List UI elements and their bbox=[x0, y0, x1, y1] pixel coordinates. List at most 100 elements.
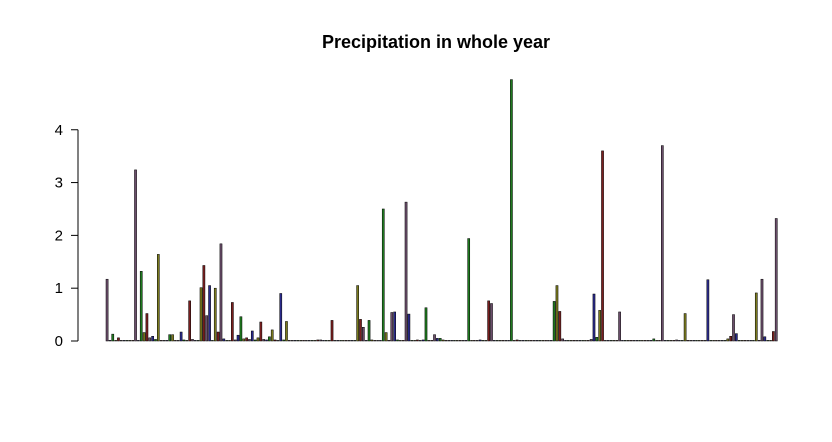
bar bbox=[208, 285, 211, 342]
bar bbox=[658, 340, 661, 342]
bar bbox=[527, 340, 530, 342]
bar bbox=[259, 321, 263, 342]
bar bbox=[191, 339, 194, 342]
bar bbox=[774, 218, 778, 342]
bar bbox=[652, 338, 656, 342]
bar bbox=[564, 340, 567, 342]
bar bbox=[313, 340, 317, 342]
y-tick-label: 1 bbox=[55, 280, 63, 297]
bar bbox=[427, 340, 431, 342]
bar bbox=[185, 340, 189, 342]
bar bbox=[541, 340, 545, 342]
bar bbox=[501, 340, 505, 342]
bar bbox=[330, 320, 334, 342]
y-tick-label: 3 bbox=[55, 175, 63, 192]
bar bbox=[646, 340, 650, 342]
bar bbox=[686, 340, 690, 342]
bar bbox=[769, 340, 772, 342]
bar bbox=[623, 340, 627, 342]
bar bbox=[327, 340, 331, 342]
bar bbox=[148, 337, 152, 342]
bar bbox=[418, 340, 422, 342]
bar bbox=[444, 340, 448, 342]
bar bbox=[211, 340, 214, 342]
bar bbox=[632, 340, 636, 342]
bar bbox=[749, 340, 752, 342]
bar bbox=[307, 340, 311, 342]
bar bbox=[743, 340, 747, 342]
bar bbox=[407, 313, 411, 342]
bar bbox=[552, 301, 556, 342]
bar bbox=[752, 340, 755, 342]
bar bbox=[213, 287, 217, 342]
bar bbox=[268, 336, 271, 342]
bar bbox=[678, 340, 681, 342]
bar bbox=[162, 340, 166, 342]
bar bbox=[248, 339, 251, 342]
bar bbox=[487, 300, 490, 342]
bar bbox=[319, 339, 322, 342]
bar bbox=[128, 340, 132, 342]
bar bbox=[626, 340, 630, 342]
bar bbox=[604, 340, 607, 342]
bar bbox=[726, 338, 730, 342]
bar bbox=[270, 329, 274, 342]
bar bbox=[592, 293, 596, 342]
bar bbox=[729, 336, 732, 342]
bar bbox=[567, 340, 570, 342]
bar bbox=[188, 300, 191, 342]
bar bbox=[490, 303, 493, 342]
bar bbox=[524, 340, 527, 342]
bar bbox=[105, 278, 109, 342]
bar bbox=[393, 311, 396, 342]
bar bbox=[766, 340, 769, 342]
bar bbox=[353, 340, 357, 342]
bar bbox=[436, 338, 439, 342]
bar bbox=[504, 340, 508, 342]
bar bbox=[441, 339, 445, 342]
bar bbox=[609, 340, 613, 342]
bar bbox=[712, 340, 715, 342]
bar bbox=[772, 331, 775, 342]
bar bbox=[316, 339, 320, 342]
bar bbox=[276, 340, 280, 342]
bar bbox=[216, 331, 220, 342]
bar bbox=[698, 340, 701, 342]
y-axis: 0 1 2 3 4 bbox=[55, 122, 79, 350]
bar bbox=[663, 340, 667, 342]
bar bbox=[362, 327, 365, 342]
bar bbox=[561, 338, 564, 342]
bar bbox=[555, 285, 559, 342]
bar bbox=[199, 287, 203, 342]
bar bbox=[692, 340, 695, 342]
bar bbox=[606, 340, 610, 342]
bar bbox=[498, 340, 502, 342]
bar bbox=[709, 340, 713, 342]
bar bbox=[125, 340, 129, 342]
bar bbox=[117, 337, 120, 342]
bar bbox=[219, 243, 223, 342]
bar bbox=[586, 340, 590, 342]
bar bbox=[399, 340, 402, 342]
bar bbox=[421, 339, 425, 342]
bar bbox=[438, 338, 442, 342]
bar bbox=[518, 340, 522, 342]
bar bbox=[416, 339, 419, 342]
bar bbox=[401, 340, 405, 342]
bar bbox=[236, 334, 240, 342]
bar bbox=[310, 340, 314, 342]
bar bbox=[265, 339, 268, 342]
bar bbox=[535, 340, 539, 342]
bar bbox=[239, 316, 243, 342]
bar bbox=[549, 340, 553, 342]
bar bbox=[512, 340, 516, 342]
bar bbox=[256, 337, 260, 342]
bar bbox=[108, 340, 112, 342]
bar bbox=[356, 285, 359, 342]
bar bbox=[305, 340, 308, 342]
bar bbox=[196, 340, 200, 342]
bar bbox=[222, 338, 226, 342]
bar bbox=[746, 340, 750, 342]
bar bbox=[464, 340, 468, 342]
